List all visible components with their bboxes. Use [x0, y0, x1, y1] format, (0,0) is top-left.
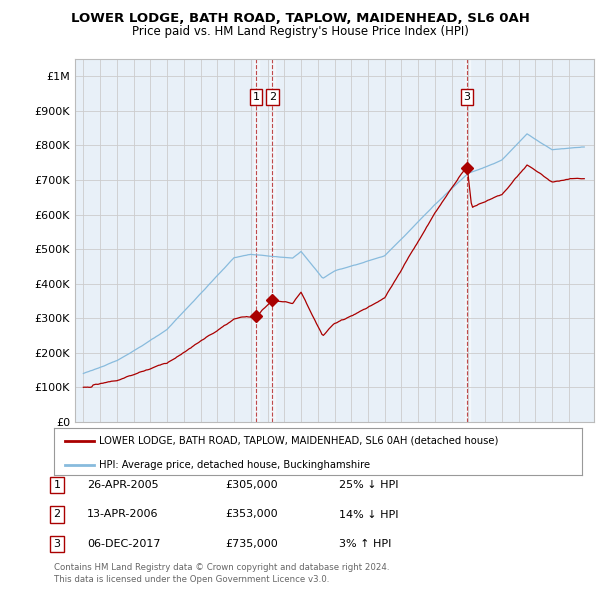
Bar [270, 59, 275, 422]
Bar [254, 59, 259, 422]
Bar [464, 59, 470, 422]
Text: Contains HM Land Registry data © Crown copyright and database right 2024.: Contains HM Land Registry data © Crown c… [54, 563, 389, 572]
Text: 1: 1 [53, 480, 61, 490]
Text: 25% ↓ HPI: 25% ↓ HPI [339, 480, 398, 490]
Text: £353,000: £353,000 [225, 510, 278, 519]
Text: 2: 2 [269, 92, 276, 102]
Text: 3% ↑ HPI: 3% ↑ HPI [339, 539, 391, 549]
Text: LOWER LODGE, BATH ROAD, TAPLOW, MAIDENHEAD, SL6 0AH (detached house): LOWER LODGE, BATH ROAD, TAPLOW, MAIDENHE… [99, 436, 498, 446]
Text: £735,000: £735,000 [225, 539, 278, 549]
Text: 14% ↓ HPI: 14% ↓ HPI [339, 510, 398, 519]
Text: 13-APR-2006: 13-APR-2006 [87, 510, 158, 519]
Text: LOWER LODGE, BATH ROAD, TAPLOW, MAIDENHEAD, SL6 0AH: LOWER LODGE, BATH ROAD, TAPLOW, MAIDENHE… [71, 12, 529, 25]
Text: 3: 3 [464, 92, 470, 102]
Text: 26-APR-2005: 26-APR-2005 [87, 480, 158, 490]
Text: 06-DEC-2017: 06-DEC-2017 [87, 539, 161, 549]
Text: 1: 1 [253, 92, 260, 102]
Text: 2: 2 [53, 510, 61, 519]
Text: 3: 3 [53, 539, 61, 549]
Text: Price paid vs. HM Land Registry's House Price Index (HPI): Price paid vs. HM Land Registry's House … [131, 25, 469, 38]
Text: HPI: Average price, detached house, Buckinghamshire: HPI: Average price, detached house, Buck… [99, 460, 370, 470]
Text: £305,000: £305,000 [225, 480, 278, 490]
Text: This data is licensed under the Open Government Licence v3.0.: This data is licensed under the Open Gov… [54, 575, 329, 584]
